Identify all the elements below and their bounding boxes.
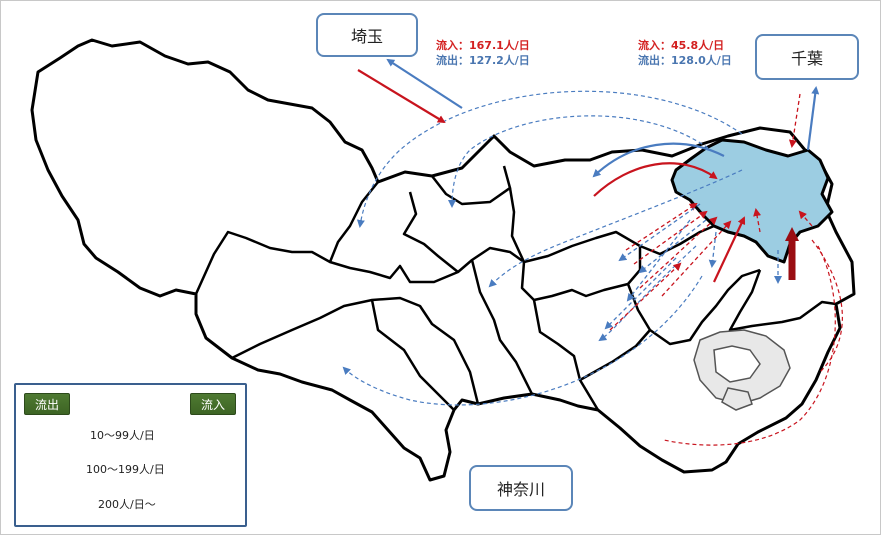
legend-row-medium: 100～199人/日 bbox=[86, 463, 165, 476]
bay-area bbox=[693, 329, 791, 411]
chiba-flow-stats: 流入：45.8人/日 流出：128.0人/日 bbox=[638, 38, 732, 68]
outflow-arrows-dashed bbox=[604, 203, 782, 330]
legend-inflow-chip: 流入 bbox=[190, 393, 236, 415]
ward-boundaries bbox=[194, 165, 837, 411]
prefecture-label-chiba: 千葉 bbox=[790, 49, 823, 68]
solid-flow-arrows bbox=[357, 58, 820, 283]
inflow-arrows-dashed bbox=[609, 93, 813, 331]
saitama-outflow: 流出：127.2人/日 bbox=[436, 54, 530, 67]
legend-row-small: 10～99人/日 bbox=[90, 429, 155, 442]
saitama-flow-stats: 流入：167.1人/日 流出：127.2人/日 bbox=[436, 38, 530, 68]
chiba-inflow: 流入：45.8人/日 bbox=[638, 39, 725, 52]
prefecture-box-chiba: 千葉 bbox=[755, 34, 859, 80]
prefecture-box-saitama: 埼玉 bbox=[316, 13, 418, 57]
prefecture-label-kanagawa: 神奈川 bbox=[496, 480, 545, 499]
legend-outflow-chip: 流出 bbox=[24, 393, 70, 415]
chiba-outflow: 流出：128.0人/日 bbox=[638, 54, 732, 67]
legend-row-large: 200人/日～ bbox=[98, 498, 156, 511]
prefecture-label-saitama: 埼玉 bbox=[350, 27, 383, 46]
inflow-arcs-dashed bbox=[663, 239, 843, 446]
prefecture-box-kanagawa: 神奈川 bbox=[469, 465, 573, 511]
legend: 流出 流入 10～99人/日 100～199人/日 200人/日～ bbox=[14, 383, 247, 527]
saitama-inflow: 流入：167.1人/日 bbox=[436, 39, 530, 52]
